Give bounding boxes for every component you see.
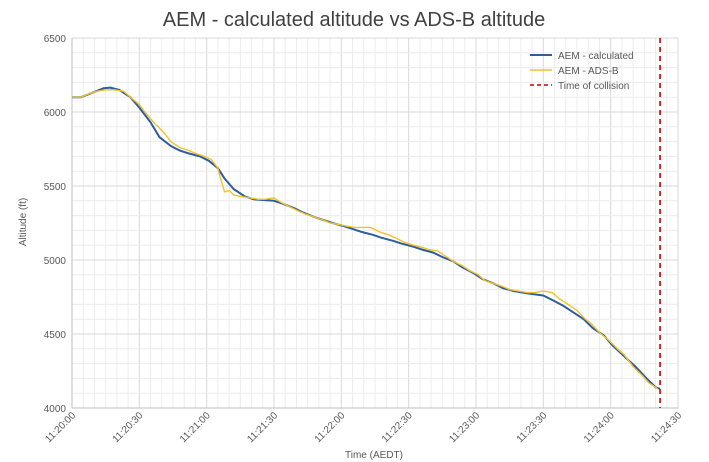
y-tick-label: 5500 — [44, 182, 67, 193]
series-layer — [72, 38, 661, 408]
x-tick-label: 11:24:30 — [649, 410, 684, 445]
series-line-adsb — [72, 89, 659, 390]
legend: AEM - calculated AEM - ADS-B Time of col… — [530, 51, 634, 92]
y-axis-label: Altitude (ft) — [18, 198, 29, 246]
x-tick-label: 11:20:00 — [43, 410, 78, 445]
x-tick-label: 11:21:00 — [178, 410, 213, 445]
x-tick-label: 11:23:00 — [447, 410, 482, 445]
y-tick-label: 4500 — [44, 330, 67, 341]
y-tick-label: 6500 — [44, 34, 67, 45]
y-tick-label: 4000 — [44, 404, 67, 415]
x-tick-label: 11:20:30 — [111, 410, 146, 445]
axes — [71, 38, 678, 409]
x-tick-label: 11:22:30 — [380, 410, 415, 445]
series-line-calculated — [72, 86, 661, 390]
x-axis-label: Time (AEDT) — [345, 450, 403, 461]
grid-lines — [71, 37, 679, 409]
y-tick-label: 6000 — [44, 108, 67, 119]
x-tick-label: 11:21:30 — [245, 410, 280, 445]
legend-label-calculated: AEM - calculated — [558, 51, 634, 62]
legend-label-collision: Time of collision — [558, 81, 629, 92]
y-tick-label: 5000 — [44, 256, 67, 267]
x-tick-label: 11:22:00 — [313, 410, 348, 445]
x-tick-label: 11:24:00 — [582, 410, 617, 445]
chart-title: AEM - calculated altitude vs ADS-B altit… — [163, 9, 545, 31]
x-tick-label: 11:23:30 — [515, 410, 550, 445]
legend-label-adsb: AEM - ADS-B — [558, 66, 619, 77]
